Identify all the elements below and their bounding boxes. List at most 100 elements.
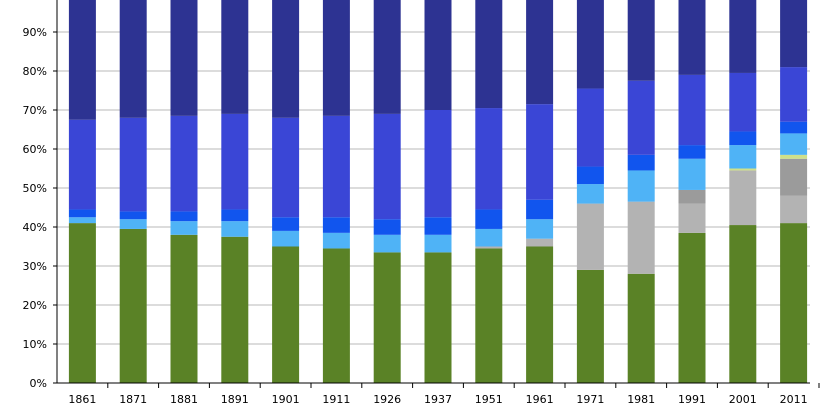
bar-segment — [475, 228, 503, 247]
bar-segment — [526, 238, 554, 247]
x-tick-label: 1901 — [272, 393, 300, 406]
bar-segment — [627, 0, 655, 81]
y-tick-label: 90% — [23, 26, 47, 39]
bar-segment — [68, 119, 96, 210]
bar-segment — [780, 158, 808, 196]
bar-segment — [424, 252, 452, 383]
bar-segment — [119, 228, 147, 383]
bar-segment — [576, 184, 604, 204]
bar-segment — [272, 117, 300, 218]
bar-segment — [526, 104, 554, 200]
bar-segment — [221, 236, 249, 383]
bar-segment — [780, 154, 808, 159]
x-tick-label: 2001 — [729, 393, 757, 406]
bar-segment — [576, 203, 604, 270]
x-tick-label: 1937 — [424, 393, 452, 406]
bar-segment — [272, 0, 300, 118]
bar-segment — [475, 108, 503, 210]
bar-segment — [221, 221, 249, 237]
bar-segment — [780, 195, 808, 224]
bar-segment — [576, 88, 604, 167]
bar-segment — [729, 145, 757, 169]
bar-segment — [221, 209, 249, 222]
bar-segment — [424, 0, 452, 110]
bar-segment — [221, 113, 249, 210]
bar-segment — [576, 269, 604, 383]
bar-segment — [627, 201, 655, 274]
bar-segment — [475, 209, 503, 229]
x-tick-label: 1971 — [576, 393, 604, 406]
bar-segment — [780, 133, 808, 155]
bar-segment — [729, 170, 757, 226]
bar-segment — [678, 0, 706, 75]
x-tick-label: 1911 — [322, 393, 350, 406]
bar-segment — [272, 246, 300, 383]
x-tick-label: 1871 — [119, 393, 147, 406]
x-tick-label: 1951 — [475, 393, 503, 406]
bar-segment — [729, 225, 757, 383]
bar-segment — [373, 234, 401, 253]
bar-segment — [373, 113, 401, 220]
y-tick-label: 10% — [23, 338, 47, 351]
x-tick-label: 1861 — [68, 393, 96, 406]
bar-segment — [729, 131, 757, 146]
bar-segment — [780, 121, 808, 134]
bar-segment — [322, 248, 350, 383]
bar-segment — [68, 209, 96, 218]
bar-segment — [119, 0, 147, 118]
bar-segment — [729, 72, 757, 132]
bar-segment — [322, 0, 350, 116]
bar-segment — [576, 166, 604, 185]
x-tick-label: 1926 — [373, 393, 401, 406]
bar-segment — [627, 170, 655, 202]
bar-segment — [678, 145, 706, 159]
bar-segment — [780, 223, 808, 383]
bar-segment — [678, 158, 706, 190]
bar-segment — [322, 232, 350, 249]
bar-segment — [170, 234, 198, 383]
y-tick-label: 40% — [23, 221, 47, 234]
x-tick-label: 2011 — [780, 393, 808, 406]
bar-segment — [780, 67, 808, 122]
bar-segment — [170, 211, 198, 222]
bar-segment — [424, 110, 452, 218]
bar-segment — [729, 168, 757, 171]
x-axis: 1861 1871 1881 1891 1901 1911 1926 1937 1951 1961… — [57, 382, 820, 406]
y-tick-label: 80% — [23, 65, 47, 78]
y-tick-label: 20% — [23, 299, 47, 312]
y-tick-label: 0% — [30, 377, 47, 390]
bar-segment — [475, 0, 503, 109]
x-tick-label: 1881 — [170, 393, 198, 406]
bar-segment — [678, 74, 706, 146]
x-tick-label: 1961 — [526, 393, 554, 406]
bar-segment — [119, 219, 147, 229]
bar-segment — [68, 217, 96, 224]
bars — [68, 0, 808, 383]
bar-segment — [627, 154, 655, 171]
x-tick-label: 1891 — [221, 393, 249, 406]
y-axis: 0% 10% 20% 30% 40% 50% 60% 70% 80% 90% — [23, 0, 58, 390]
bar-segment — [678, 203, 706, 233]
bar-segment — [526, 0, 554, 105]
bar-segment — [424, 234, 452, 253]
bar-segment — [678, 232, 706, 383]
bar-segment — [475, 246, 503, 249]
bar-segment — [424, 217, 452, 235]
y-tick-label: 60% — [23, 143, 47, 156]
bar-segment — [170, 221, 198, 235]
x-tick-label: 1991 — [678, 393, 706, 406]
bar-segment — [678, 189, 706, 204]
bar-segment — [322, 217, 350, 233]
bar-segment — [272, 230, 300, 247]
bar-segment — [272, 217, 300, 231]
bar-segment — [119, 117, 147, 212]
bar-segment — [526, 246, 554, 383]
y-tick-label: 70% — [23, 104, 47, 117]
bar-segment — [576, 0, 604, 89]
y-tick-label: 30% — [23, 260, 47, 273]
bar-segment — [373, 252, 401, 383]
bar-segment — [729, 0, 757, 73]
bar-segment — [170, 0, 198, 116]
bar-segment — [68, 223, 96, 383]
